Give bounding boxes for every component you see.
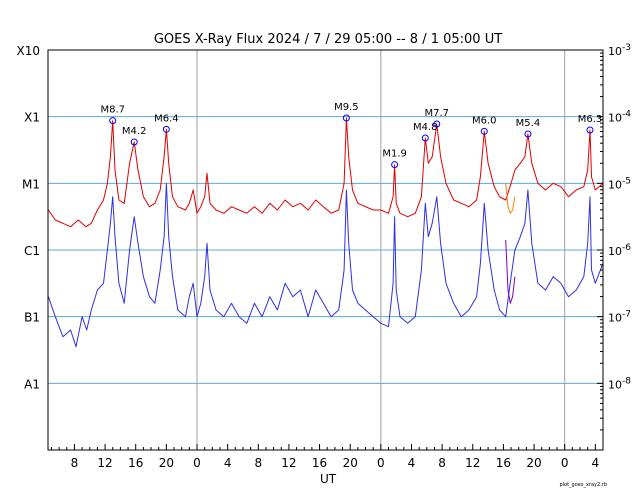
x-tick-label: 4: [224, 456, 232, 470]
x-axis-label: UT: [320, 472, 337, 486]
flare-label: M6.0: [472, 115, 497, 126]
credit-label: plot_goes_xray2.rb: [559, 482, 607, 488]
flare-label: M7.7: [425, 108, 450, 119]
flare-label: M5.4: [516, 118, 541, 129]
x-tick-label: 16: [128, 456, 143, 470]
class-label-x1: X1: [24, 111, 40, 125]
flare-peak-marker: [162, 125, 170, 133]
flare-peak-marker: [524, 130, 532, 138]
right-axis-label--4: 10-4: [608, 110, 631, 125]
flare-label: M8.7: [100, 105, 125, 116]
x-tick-label: 20: [159, 456, 174, 470]
right-axis-label--6: 10-6: [608, 243, 631, 258]
flare-label: M6.3: [578, 114, 603, 125]
right-axis-label--5: 10-5: [608, 176, 631, 191]
series-long-alt: [505, 183, 516, 214]
flare-label: M9.5: [334, 102, 359, 113]
flare-label: M6.4: [154, 113, 179, 124]
class-label-c1: C1: [24, 244, 40, 258]
x-tick-label: 16: [312, 456, 327, 470]
grid-lines: [48, 50, 603, 450]
flare-label: M4.8: [413, 122, 438, 133]
flare-peak-marker: [130, 138, 138, 146]
class-label-x10: X10: [17, 44, 41, 58]
x-tick-label: 8: [254, 456, 262, 470]
flare-peak-marker: [433, 120, 441, 128]
x-tick-label: 0: [377, 456, 385, 470]
flare-peak-marker: [586, 126, 594, 134]
series-layer: [47, 117, 604, 348]
x-tick-label: 4: [592, 456, 600, 470]
class-label-b1: B1: [24, 311, 40, 325]
flare-label: M1.9: [382, 149, 407, 160]
x-tick-label: 16: [496, 456, 511, 470]
flare-peak-marker: [391, 161, 399, 169]
flare-peak-marker: [421, 134, 429, 142]
series-long: [47, 117, 604, 228]
axes: A1 B1 C1 M1 X1 X10 10-3 10-4 10-5 10-6 10-7 10-8 8 12…: [17, 43, 632, 470]
flare-peak-marker: [109, 117, 117, 125]
chart-title: GOES X-Ray Flux 2024 / 7 / 29 05:00 -- 8…: [154, 32, 502, 47]
x-tick-label: 12: [97, 456, 112, 470]
flare-peak-marker: [480, 127, 488, 135]
flare-label: M4.2: [122, 126, 147, 137]
x-tick-label: 12: [465, 456, 480, 470]
x-tick-label: 4: [408, 456, 416, 470]
x-tick-label: 20: [526, 456, 541, 470]
series-short-alt: [505, 239, 516, 304]
right-axis-label--8: 10-8: [608, 376, 631, 391]
class-label-m1: M1: [22, 177, 40, 191]
right-axis-label--7: 10-7: [608, 310, 631, 325]
flare-peak-marker: [342, 114, 350, 122]
x-tick-label: 20: [343, 456, 358, 470]
x-tick-label: 8: [438, 456, 446, 470]
series-short: [47, 182, 604, 348]
x-tick-label: 0: [193, 456, 201, 470]
right-axis-label--3: 10-3: [608, 43, 631, 58]
x-tick-label: 8: [71, 456, 79, 470]
x-tick-label: 12: [281, 456, 296, 470]
x-tick-label: 0: [561, 456, 569, 470]
class-label-a1: A1: [24, 377, 40, 391]
flare-annotations: M8.7 M4.2 M6.4 M9.5 M1.9 M4.8 M7.7 M6.0 M5.4 M6.3: [100, 102, 603, 169]
